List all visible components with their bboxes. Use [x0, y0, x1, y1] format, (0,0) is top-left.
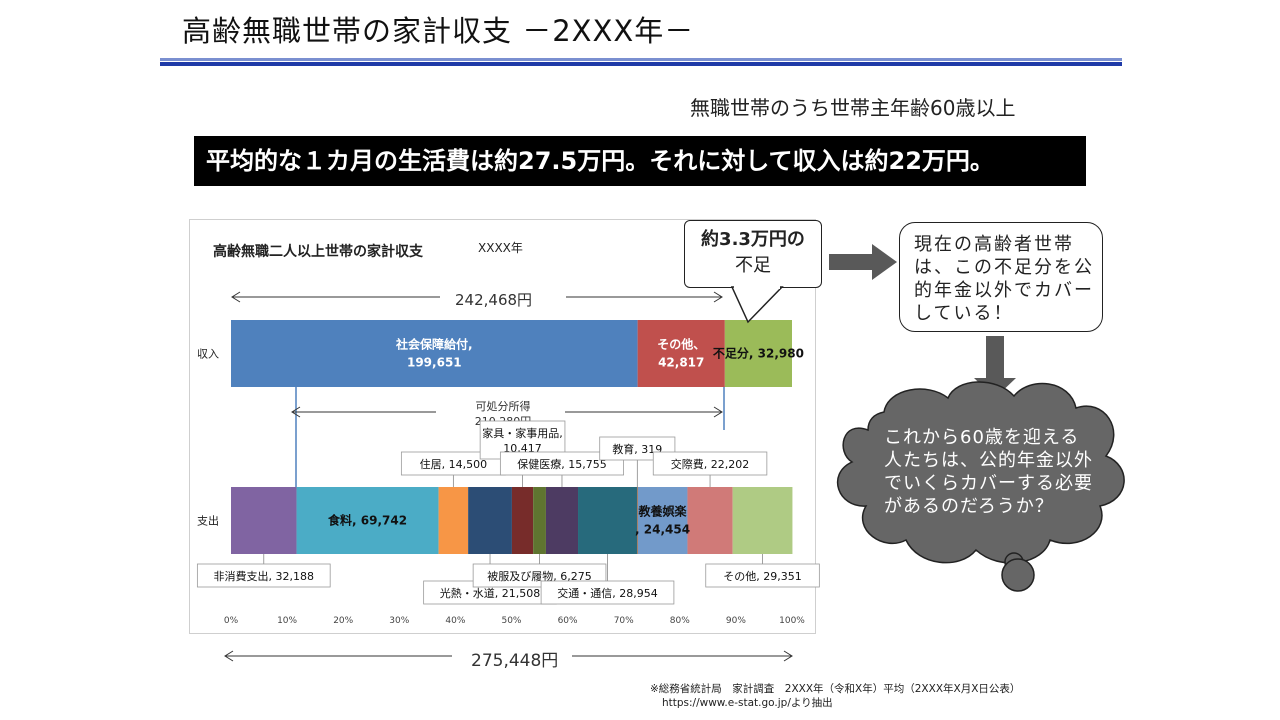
bar-income-2: [724, 320, 792, 387]
bar-expense-11-label-box: [705, 563, 820, 588]
bar-expense-7-label-text: 交通・通信, 28,954: [557, 586, 657, 600]
future-question-text: これから60歳を迎える人たちは、公的年金以外でいくらカバーする必要があるのだろう…: [884, 427, 1093, 517]
x-tick-4: 40%: [445, 616, 465, 626]
bar-expense-7-label: 交通・通信, 28,954: [540, 554, 675, 605]
row-label-expense: 支出: [197, 514, 219, 528]
bar-expense-10: [687, 487, 733, 554]
income-total-label: 242,468円: [449, 289, 539, 310]
bar-expense-8-label-text: 教育, 319: [612, 442, 662, 456]
shortfall-callout-line2: 不足: [735, 255, 771, 276]
current-elderly-callout: 現在の高齢者世帯は、この不足分を公的年金以外でカバーしている！: [899, 222, 1103, 332]
slide-subtitle: 無職世帯のうち世帯主年齢60歳以上: [690, 96, 1016, 120]
bar-expense-7-label-box: [540, 580, 675, 605]
bar-expense-2-label-text: 住居, 14,500: [420, 457, 487, 471]
bar-expense-9: [637, 487, 688, 554]
x-tick-8: 80%: [670, 616, 690, 626]
bar-expense-9-label: 教養娯楽, 24,454: [635, 504, 690, 537]
source-note: ※総務省統計局 家計調査 2XXX年（令和X年）平均（2XXX年X月X日公表） …: [650, 682, 1020, 710]
bar-expense-3: [468, 487, 512, 554]
expense-total-label: 275,448円: [465, 646, 565, 671]
bar-expense-11-label: その他, 29,351: [705, 554, 820, 588]
bar-expense-11: [732, 487, 793, 554]
bar-expense-5: [533, 487, 546, 554]
x-tick-10: 100%: [779, 616, 805, 626]
bar-expense-2-label: 住居, 14,500: [400, 451, 506, 487]
x-tick-2: 20%: [333, 616, 353, 626]
bar-expense-0-label: 非消費支出, 32,188: [196, 554, 331, 588]
bar-expense-10-label-text: 交際費, 22,202: [671, 457, 749, 471]
x-tick-3: 30%: [389, 616, 409, 626]
total-expense-span: [224, 650, 793, 662]
bar-expense-0: [231, 487, 297, 554]
bar-expense-3-label-text: 光熱・水道, 21,508: [440, 586, 540, 600]
x-tick-0: 0%: [224, 616, 239, 626]
source-note-line2: https://www.e-stat.go.jp/より抽出: [662, 697, 833, 709]
bar-income-0: [231, 320, 638, 387]
slide-title: 高齢無職世帯の家計収支 －2XXX年－: [182, 14, 695, 48]
x-tick-9: 90%: [726, 616, 746, 626]
bar-income-0-label: 社会保障給付, 199,651: [395, 337, 473, 370]
x-tick-6: 60%: [558, 616, 578, 626]
shortfall-callout-pointer: [730, 286, 784, 324]
bar-expense-6: [545, 487, 579, 554]
headline-banner: 平均的な１カ月の生活費は約27.5万円。それに対して収入は約22万円。: [194, 136, 1086, 186]
bar-expense-4: [511, 487, 534, 554]
bar-expense-11-label-text: その他, 29,351: [723, 570, 801, 583]
segment-labels: 社会保障給付, 199,651 その他、 42,817 不足分, 32,980 非消費支出…: [196, 337, 820, 605]
bar-expense-4-label: 家具・家事用品, 10,417: [479, 420, 566, 487]
x-tick-1: 10%: [277, 616, 297, 626]
stacked-bars: [231, 320, 793, 554]
title-underline: [160, 58, 1122, 61]
bar-expense-7: [578, 487, 637, 554]
bar-income-2-label: 不足分, 32,980: [713, 346, 804, 361]
bar-expense-8: [636, 487, 638, 554]
income-total-span: [231, 291, 723, 303]
bar-expense-5-label-text: 被服及び履物, 6,275: [487, 569, 591, 583]
x-tick-5: 50%: [501, 616, 521, 626]
bar-income-1-label: その他、 42,817: [657, 337, 705, 370]
bar-expense-6-label-box: [499, 451, 624, 476]
bar-expense-10-label: 交際費, 22,202: [652, 451, 768, 487]
chart-title: 高齢無職二人以上世帯の家計収支: [213, 243, 424, 260]
chart-title-suffix: XXXX年: [478, 241, 523, 255]
x-tick-7: 70%: [614, 616, 634, 626]
shortfall-callout-line1: 約3.3万円の: [701, 229, 805, 250]
right-arrow-icon: [829, 244, 897, 280]
bar-expense-0-label-text: 非消費支出, 32,188: [214, 569, 314, 583]
source-note-line1: ※総務省統計局 家計調査 2XXX年（令和X年）平均（2XXX年X月X日公表）: [650, 683, 1021, 695]
bar-expense-1: [296, 487, 439, 554]
shortfall-callout: 約3.3万円の 不足: [684, 220, 822, 288]
bar-expense-6-label-text: 保健医療, 15,755: [517, 457, 606, 471]
bar-expense-6-label: 保健医療, 15,755: [499, 451, 624, 487]
bar-expense-2: [438, 487, 469, 554]
thought-cloud-icon: [836, 381, 1125, 592]
bar-expense-10-label-box: [652, 451, 768, 476]
bar-expense-0-label-box: [196, 563, 331, 588]
bar-expense-1-label: 食料, 69,742: [327, 513, 407, 528]
row-label-income: 収入: [197, 348, 219, 361]
title-underline-thick: [160, 62, 1122, 66]
bar-income-1: [637, 320, 725, 387]
disposable-income-label: 可処分所得: [476, 400, 531, 413]
